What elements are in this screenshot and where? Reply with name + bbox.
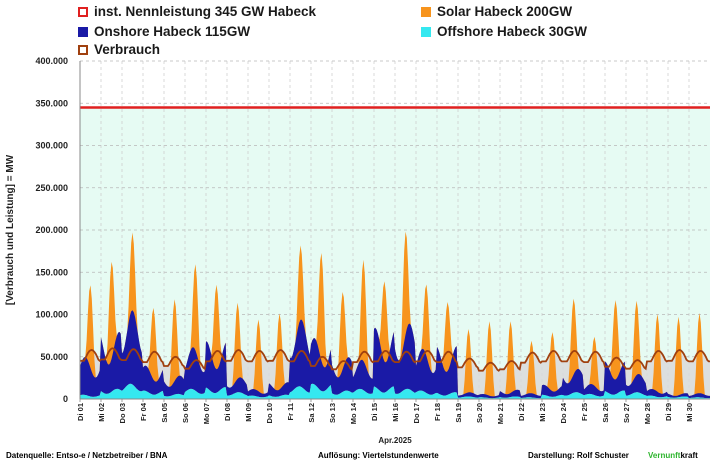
footer-brand-green: Vernunft [648,451,681,460]
legend-swatch-capacity [78,6,88,17]
legend-swatch-onshore [78,26,88,37]
legend-label-capacity: inst. Nennleistung 345 GW Habeck [94,4,317,19]
x-tick-label: Mi 09 [244,403,253,422]
legend-item-solar: Solar Habeck 200GW [421,4,572,19]
x-tick-label: Fr 25 [580,403,589,421]
legend-label-onshore: Onshore Habeck 115GW [94,24,251,39]
x-tick-label: So 20 [475,403,484,423]
footer-brand: Vernunftkraft [648,451,698,460]
legend-label-solar: Solar Habeck 200GW [437,4,573,19]
x-tick-label: Sa 26 [601,403,610,423]
y-tick-label: 250.000 [35,183,68,193]
x-tick-label: Do 10 [265,403,274,423]
footer-author: Darstellung: Rolf Schuster [528,451,629,460]
y-tick-label: 350.000 [35,98,68,108]
x-tick-label: Sa 05 [160,403,169,423]
x-tick-label: Di 08 [223,403,232,421]
legend-label-consumption: Verbrauch [94,42,161,57]
legend-item-capacity: inst. Nennleistung 345 GW Habeck [78,4,316,19]
legend-label-offshore: Offshore Habeck 30GW [437,24,588,39]
legend-swatch-solar [421,6,431,17]
x-tick-label: Mo 21 [496,403,505,424]
y-tick-label: 300.000 [35,141,68,151]
x-tick-label: So 06 [181,403,190,423]
y-tick-label: 200.000 [35,225,68,235]
series-consumption-line [80,347,710,372]
x-tick-label: Mo 07 [202,403,211,424]
legend-swatch-consumption [78,44,88,55]
x-tick-label: Do 17 [412,403,421,423]
x-tick-label: Mi 30 [685,403,694,422]
footer-brand-rest: kraft [680,451,698,460]
y-tick-label: 100.000 [35,310,68,320]
x-tick-label: Di 29 [664,403,673,421]
series-solar-area [80,231,710,399]
x-axis-label: Apr.2025 [378,436,412,445]
legend-item-offshore: Offshore Habeck 30GW [421,24,587,39]
x-tick-label: Mi 02 [97,403,106,422]
x-tick-label: Do 24 [559,402,568,423]
x-tick-label: Do 03 [118,403,127,423]
x-tick-label: So 13 [328,403,337,423]
y-tick-label: 150.000 [35,267,68,277]
legend-item-consumption: Verbrauch [78,42,160,57]
x-tick-label: Di 22 [517,403,526,421]
footer-resolution: Auflösung: Viertelstundenwerte [318,451,439,460]
legend-item-onshore: Onshore Habeck 115GW [78,24,250,39]
x-tick-label: Mi 23 [538,403,547,422]
x-tick-label: Sa 19 [454,403,463,423]
x-tick-label: Di 01 [76,403,85,421]
x-tick-label: Mo 28 [643,403,652,424]
footer-source: Datenquelle: Entso-e / Netzbetreiber / B… [6,451,168,460]
x-tick-label: Sa 12 [307,403,316,423]
y-tick-label: 0 [63,394,68,404]
x-tick-label: Fr 11 [286,403,295,421]
x-tick-label: Mo 14 [349,402,358,424]
x-tick-label: Fr 04 [139,402,148,421]
y-tick-label: 50.000 [40,352,68,362]
y-tick-label: 400.000 [35,56,68,66]
x-tick-label: Di 15 [370,403,379,421]
x-tick-label: Mi 16 [391,403,400,422]
y-axis-label: [Verbrauch und Leistung] = MW [5,154,16,305]
x-tick-label: So 27 [622,403,631,423]
series-offshore-area [80,383,710,399]
x-tick-label: Fr 18 [433,403,442,421]
legend-swatch-offshore [421,26,431,37]
series-onshore-area [80,310,710,399]
